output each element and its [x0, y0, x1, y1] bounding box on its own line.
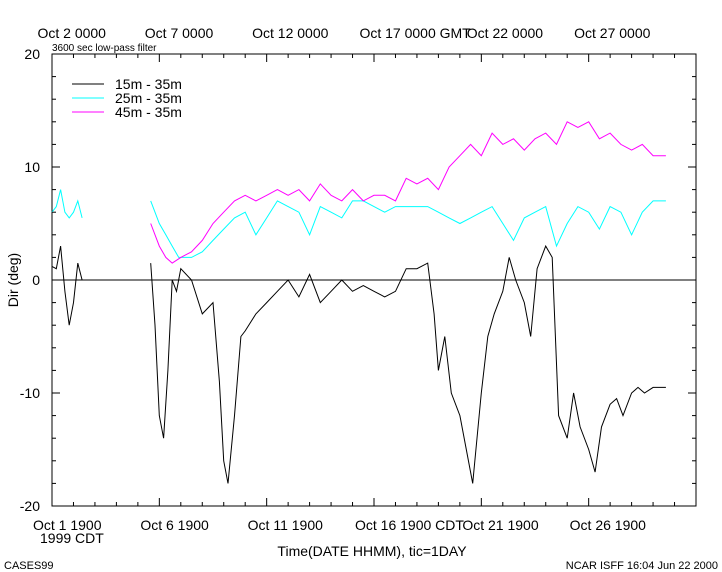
bottom-tick-labels: Oct 1 1900 Oct 6 1900 Oct 11 1900 Oct 16 19… — [33, 517, 646, 533]
top-tick-label: Oct 2 0000 — [37, 25, 106, 41]
y-tick-labels: -20 -10 0 10 20 — [20, 46, 40, 514]
bottom-tick-label: Oct 16 1900 CDT — [355, 517, 464, 533]
bottom-tick-label: Oct 1 1900 — [33, 517, 102, 533]
y-tick-label: 0 — [32, 272, 40, 288]
y-tick-label: 20 — [24, 46, 40, 62]
top-tick-label: Oct 7 0000 — [145, 25, 214, 41]
series-layer — [51, 121, 666, 484]
y-tick-label: -10 — [20, 385, 40, 401]
bottom-tick-label: Oct 26 1900 — [570, 517, 646, 533]
chart-subtitle: 3600 sec low-pass filter — [52, 43, 157, 54]
legend-label-1: 15m - 35m — [115, 76, 182, 92]
x-axis-label: Time(DATE HHMM), tic=1DAY — [277, 543, 467, 559]
bottom-tick-label: Oct 21 1900 — [462, 517, 538, 533]
series-line-3-segment-1 — [150, 121, 666, 264]
bottom-tick-label: Oct 11 1900 — [248, 517, 323, 533]
legend-label-3: 45m - 35m — [115, 104, 182, 120]
series-line-1-segment-1 — [51, 246, 83, 326]
plot-area — [51, 53, 697, 507]
top-tick-label: Oct 27 0000 — [574, 25, 650, 41]
series-line-2-segment-1 — [51, 189, 83, 219]
y-tick-label: 10 — [24, 159, 40, 175]
y-tick-label: -20 — [20, 498, 40, 514]
y-axis-label: Dir (deg) — [5, 253, 21, 307]
top-tick-labels: Oct 2 0000 Oct 7 0000 Oct 12 0000 Oct 17 00… — [37, 25, 650, 41]
footer-right: NCAR ISFF 16:04 Jun 22 2000 — [566, 560, 718, 572]
top-tick-label: Oct 12 0000 — [252, 25, 328, 41]
axis-ticks — [51, 53, 697, 507]
legend-label-2: 25m - 35m — [115, 90, 182, 106]
series-line-1-segment-2 — [150, 244, 666, 484]
bottom-year-label: 1999 CDT — [40, 530, 104, 546]
bottom-tick-label: Oct 6 1900 — [140, 517, 209, 533]
top-tick-label: Oct 17 0000 GMT — [359, 25, 471, 41]
series-line-2-segment-2 — [150, 200, 666, 258]
footer-left: CASES99 — [4, 560, 54, 572]
top-tick-label: Oct 22 0000 — [467, 25, 543, 41]
